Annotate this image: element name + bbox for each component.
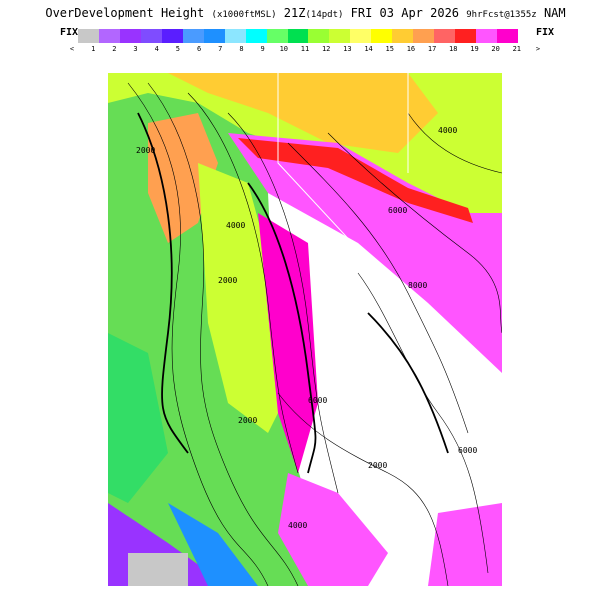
legend-tick-label: 10 <box>279 45 289 53</box>
contour-label: 6000 <box>388 206 407 215</box>
zone-ocean-blue <box>168 503 258 586</box>
legend-swatch-4 <box>161 29 183 43</box>
legend-tick-label: 1 <box>91 45 96 53</box>
legend-tick-label: 2 <box>112 45 117 53</box>
legend-tick-label: 6 <box>196 45 202 53</box>
zone-southeast-magenta <box>428 503 502 586</box>
legend-swatch-16 <box>413 29 435 43</box>
legend-swatch-20 <box>497 29 519 43</box>
legend-swatch-0 <box>78 29 99 43</box>
legend-swatch-5 <box>182 29 204 43</box>
legend-tick-label: 11 <box>300 45 310 53</box>
zone-north-orange <box>168 73 438 153</box>
state-borders <box>277 73 439 394</box>
contour-label: 6000 <box>458 446 477 455</box>
zone-sierra-magenta <box>258 213 318 473</box>
color-legend <box>78 29 519 43</box>
legend-tick-label: 4 <box>154 45 159 53</box>
chart-title: OverDevelopment Height (x1000ftMSL) 21Z(… <box>0 6 611 20</box>
legend-ticks: <1 2 3 4 5 6 7 8 9 10 11 12 13 14 15 16 17 18 19 20 21 > <box>69 45 541 55</box>
title-forecast-info: 9hrFcst@1355z <box>466 10 537 20</box>
legend-tick-label: 9 <box>260 45 265 53</box>
forecast-map: 2000 2000 4000 6000 8000 6000 4000 2000 2000 6000… <box>108 73 502 586</box>
legend-swatch-8 <box>245 29 267 43</box>
contour-lines <box>127 82 502 586</box>
title-local-time: (14pdt) <box>305 10 344 20</box>
legend-tick-label: 14 <box>364 45 373 53</box>
zone-south-magenta <box>278 473 388 586</box>
contour-label: 4000 <box>438 126 457 135</box>
legend-tick-label: 12 <box>321 45 331 53</box>
legend-swatch-19 <box>476 29 498 43</box>
legend-tick-label: 5 <box>175 45 181 53</box>
title-valid-time: 21Z <box>283 6 306 20</box>
legend-swatch-13 <box>350 29 372 43</box>
title-model: NAM <box>543 6 566 20</box>
legend-swatch-11 <box>308 29 330 43</box>
legend-swatch-1 <box>98 29 120 43</box>
contour-label: 2000 <box>136 146 155 155</box>
contour-label: 2000 <box>368 461 387 470</box>
legend-swatch-7 <box>224 29 246 43</box>
zone-ocean-gray <box>128 553 188 586</box>
contour-label: 4000 <box>226 221 245 230</box>
legend-tick-label: 18 <box>449 45 458 53</box>
zone-central-valley <box>198 163 288 433</box>
legend-swatch-3 <box>140 29 162 43</box>
legend-swatch-9 <box>266 29 288 43</box>
contour-label: 8000 <box>408 281 427 290</box>
legend-tick-label: 8 <box>239 45 244 53</box>
zone-west-orange <box>148 113 218 243</box>
legend-swatch-2 <box>119 29 141 43</box>
legend-tick-label: < <box>69 45 75 53</box>
contour-label: 2000 <box>238 416 257 425</box>
zone-white-interior <box>268 193 502 586</box>
legend-swatch-15 <box>392 29 414 43</box>
legend-tick-label: 15 <box>385 45 394 53</box>
legend-tick-label: 20 <box>491 45 500 53</box>
legend-tick-label: 17 <box>427 45 437 53</box>
fix-label-left: FIX <box>60 27 79 38</box>
legend-swatch-18 <box>455 29 477 43</box>
title-product: OverDevelopment Height <box>45 6 205 20</box>
legend-tick-label: 3 <box>133 45 138 53</box>
bold-contours <box>137 112 449 474</box>
legend-tick-label: 7 <box>218 45 223 53</box>
fix-label-right: FIX <box>536 27 555 38</box>
contour-label-group: 2000 2000 4000 6000 8000 6000 4000 2000 2000 6000… <box>136 126 477 530</box>
legend-tick-label: 16 <box>406 45 416 53</box>
legend-swatch-6 <box>203 29 225 43</box>
map-canvas: 2000 2000 4000 6000 8000 6000 4000 2000 2000 6000… <box>108 73 502 586</box>
zone-coast-green <box>108 333 168 503</box>
title-date: FRI 03 Apr 2026 <box>350 6 460 20</box>
title-units: (x1000ftMSL) <box>211 10 277 20</box>
zone-red-band <box>238 138 473 223</box>
legend-tick-label: 21 <box>512 45 522 53</box>
legend-swatch-14 <box>371 29 393 43</box>
legend-swatch-17 <box>434 29 456 43</box>
contour-label: 6000 <box>308 396 327 405</box>
contour-label: 4000 <box>288 521 307 530</box>
legend-swatch-12 <box>329 29 351 43</box>
contour-label: 2000 <box>218 276 237 285</box>
legend-tick-label: > <box>535 45 541 53</box>
legend-swatch-10 <box>287 29 309 43</box>
legend-tick-label: 19 <box>470 45 479 53</box>
legend-tick-label: 13 <box>343 45 352 53</box>
